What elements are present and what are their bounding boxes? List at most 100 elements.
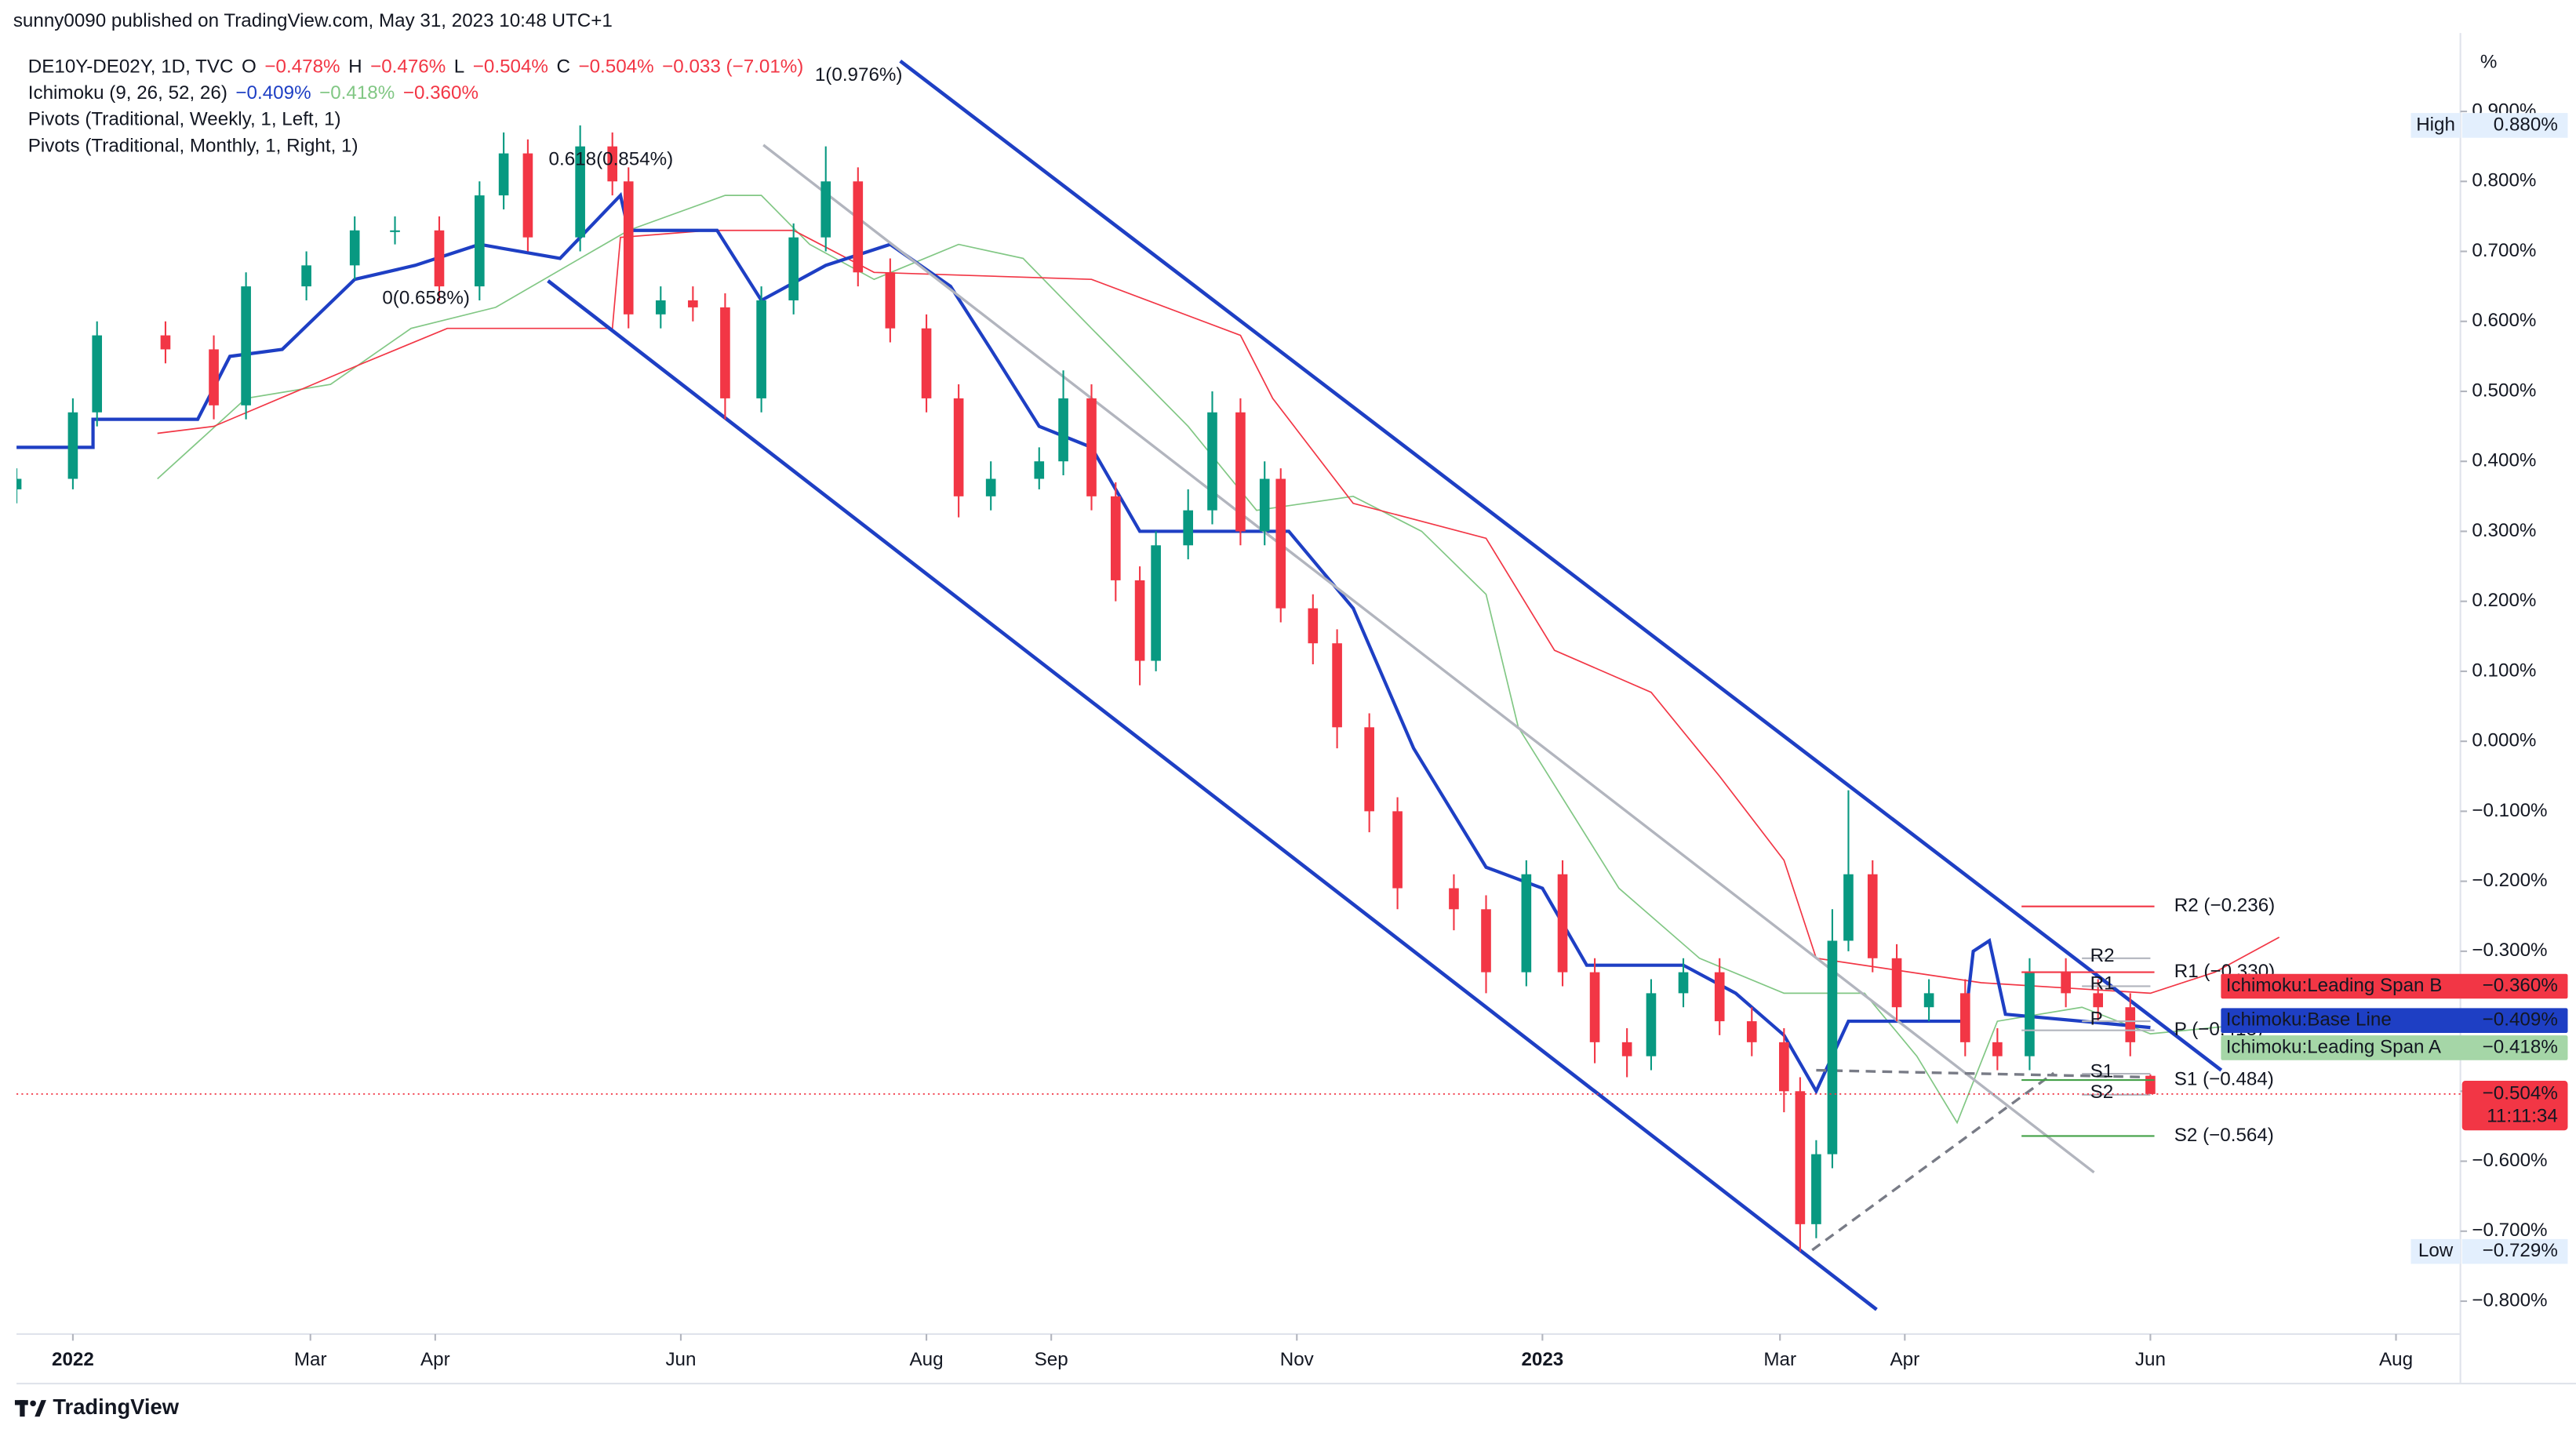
pivot-label: S2 (−0.564) [2174,1125,2274,1146]
candle-body [1449,888,1459,910]
extreme-name-box [2410,113,2461,138]
candle-body [655,300,666,315]
candle-body [885,272,896,329]
candle-body [349,230,360,266]
current-price-box [2461,1081,2568,1131]
pivot-label: R2 (−0.236) [2174,895,2275,916]
candle-body [160,335,171,350]
indicator-price-box [2221,973,2568,999]
candle-body [92,335,103,413]
candle-body [575,146,585,238]
trend-line [547,279,1878,1311]
legend-item: −0.478% [264,56,340,78]
y-tick-label: 0.800% [2472,170,2536,191]
axis-unit: % [2480,51,2498,72]
fib-label: 0.618(0.854%) [549,149,674,170]
brand: TradingView [53,1394,179,1419]
y-tick-label: −0.100% [2472,800,2547,821]
candle-body [475,195,485,287]
y-tick-label: 0.100% [2472,660,2536,681]
candle-body [1992,1042,2003,1056]
candle-body [688,300,698,307]
y-tick-label: −0.800% [2472,1289,2547,1311]
candle-body [1746,1021,1757,1042]
x-tick-label: Mar [1763,1349,1796,1370]
indicator-value: −0.418% [2483,1036,2558,1057]
x-tick-label: 2022 [52,1349,94,1370]
published-line: sunny0090 published on TradingView.com, … [13,10,613,31]
legend-item: O [242,56,257,78]
candle-body [1275,478,1286,609]
legend-item: −0.409% [235,82,311,104]
candle-body [1678,972,1689,994]
x-tick-label: Apr [420,1349,450,1370]
logo [14,1400,46,1417]
y-tick-label: 0.300% [2472,520,2536,541]
candle-body [1235,412,1246,532]
candle-body [1207,412,1217,511]
x-tick-label: Apr [1890,1349,1919,1370]
legend-item: −0.033 (−7.01%) [662,56,803,78]
candle-body [720,307,730,398]
legend-item: −0.360% [403,82,478,104]
legend-row: Pivots (Traditional, Monthly, 1, Right, … [28,136,358,157]
pivot-label: R2 [2090,945,2115,966]
indicator-price-box [2221,1035,2568,1060]
y-tick-label: −0.300% [2472,940,2547,961]
candle-body [607,146,618,182]
candle-body [241,286,251,405]
indicator-name: Ichimoku:Leading Span A [2226,1036,2442,1057]
extreme-name-box [2410,1238,2461,1264]
candle-body [1714,972,1725,1022]
legend-item: DE10Y-DE02Y, 1D, TVC [28,56,234,78]
candle-body [623,181,634,315]
candle-body [1891,958,1902,1008]
candle-body [1110,496,1121,580]
candle-body [2093,993,2104,1008]
legend-item: Ichimoku (9, 26, 52, 26) [28,82,227,104]
extreme-value: 0.880% [2494,114,2558,135]
y-tick-label: 0.500% [2472,380,2536,401]
candle-body [921,328,932,398]
pivot-label: S1 (−0.484) [2174,1068,2274,1089]
y-tick-label: 0.600% [2472,310,2536,331]
candle-body [1779,1042,1789,1092]
legend-item: −0.504% [473,56,548,78]
indicator-name: Ichimoku:Base Line [2226,1009,2392,1031]
candle-body [209,349,219,405]
x-tick-label: Jun [665,1349,696,1370]
extreme-value-box [2461,1238,2568,1264]
candle-body [16,478,22,489]
extreme-value: −0.729% [2483,1240,2558,1261]
fib-label: 0(0.658%) [382,287,470,308]
x-tick-label: 2023 [1521,1349,1563,1370]
pivot-label: R1 [2090,973,2115,994]
legend-item: H [348,56,362,78]
candle-body [2125,1007,2136,1042]
legend-item: −0.418% [319,82,395,104]
candle-body [434,230,445,287]
current-price-label: −0.504% [2483,1082,2558,1104]
candle-body [756,300,766,398]
legend-row: Ichimoku (9, 26, 52, 26) −0.409% −0.418% −0… [28,82,478,104]
candle-body [1867,874,1878,958]
candle-body [1151,545,1161,661]
candle-body [1959,993,1970,1042]
countdown: 11:11:34 [2487,1106,2558,1127]
pivot-label: S1 [2090,1060,2114,1082]
candle-body [1086,398,1097,496]
candle-body [390,230,400,232]
legend-row: DE10Y-DE02Y, 1D, TVC O −0.478% H −0.476% L −0.… [28,56,804,78]
x-tick-label: Sep [1035,1349,1068,1370]
x-tick-label: Nov [1280,1349,1315,1370]
indicator-name: Ichimoku:Leading Span B [2226,975,2443,996]
candle-body [1621,1042,1632,1056]
candle-body [1364,727,1374,812]
candle-body [1843,874,1854,941]
candle-body [1646,993,1657,1056]
candle-body [1589,972,1600,1042]
y-tick-label: 0.200% [2472,590,2536,611]
candle-body [1811,1154,1821,1224]
